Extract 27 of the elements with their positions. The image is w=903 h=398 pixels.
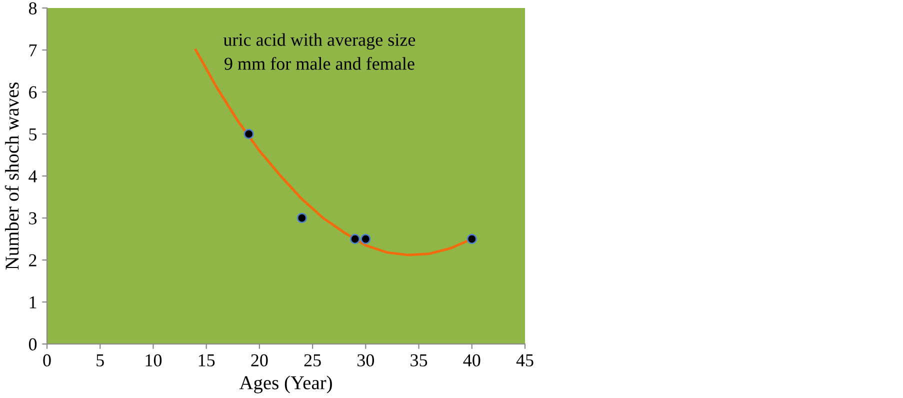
point — [296, 212, 308, 224]
x-tick-label: 25 — [304, 354, 321, 366]
x-axis-title: Ages (Year) — [239, 376, 332, 394]
y-tick-label: 2 — [29, 254, 36, 266]
x-tick-label: 5 — [96, 354, 104, 366]
point — [360, 234, 371, 244]
x-tick-label: 0 — [43, 354, 51, 366]
y-tick-label: 8 — [28, 2, 37, 14]
point — [350, 234, 360, 244]
y-tick-label: 1 — [30, 296, 36, 308]
point — [466, 234, 477, 244]
x-tick-label: 10 — [146, 354, 162, 366]
x-tick-label: 20 — [251, 354, 268, 366]
y-tick-label: 4 — [28, 170, 37, 182]
y-tick-label: 5 — [29, 128, 37, 140]
y-tick-label: 0 — [28, 338, 37, 350]
x-tick-label: 40 — [463, 354, 480, 366]
y-tick-label: 7 — [29, 44, 37, 56]
annotation: uric acid with average size 9 mm for male and female — [223, 33, 416, 70]
point — [244, 128, 254, 140]
y-tick-label: 3 — [29, 212, 37, 224]
x-tick-label: 15 — [198, 354, 215, 366]
y-tick-label: 6 — [29, 86, 37, 98]
y-axis-title: Number of shoch waves — [4, 82, 19, 270]
x-tick-label: 45 — [516, 354, 534, 366]
x-tick-label: 30 — [358, 354, 374, 366]
x-tick-label: 35 — [410, 354, 428, 366]
